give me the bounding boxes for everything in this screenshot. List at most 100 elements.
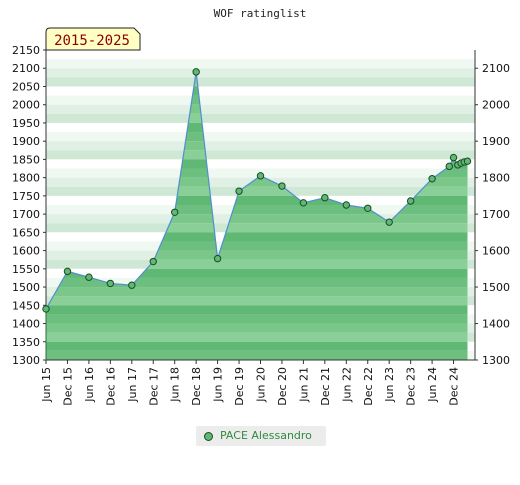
background-band bbox=[46, 95, 475, 105]
data-point bbox=[106, 279, 115, 288]
data-point bbox=[235, 187, 243, 195]
left-tick-label: 1750 bbox=[12, 190, 40, 203]
background-band bbox=[46, 159, 475, 169]
area-band bbox=[46, 296, 468, 306]
area-band bbox=[46, 350, 468, 360]
area-band bbox=[46, 332, 468, 342]
left-tick-label: 1950 bbox=[12, 117, 40, 130]
x-tick-label: Dec 15 bbox=[61, 367, 74, 406]
legend: PACE Alessandro bbox=[196, 426, 326, 446]
left-tick-label: 2050 bbox=[12, 80, 40, 93]
x-tick-label: Dec 19 bbox=[233, 367, 246, 406]
badge-shape bbox=[45, 27, 141, 51]
area-band bbox=[46, 259, 468, 269]
x-axis: Jun 15 Dec 15 Jun 16 Dec 16 Jun 17 Dec 17 Jun … bbox=[40, 359, 475, 406]
x-tick-label: Dec 24 bbox=[448, 367, 461, 406]
x-tick-label: Jun 16 bbox=[83, 367, 96, 403]
data-point bbox=[85, 273, 93, 281]
data-point bbox=[463, 157, 472, 165]
data-point bbox=[342, 201, 350, 209]
chart-title: WOF ratinglist bbox=[214, 7, 307, 20]
data-point bbox=[385, 218, 393, 226]
left-tick-label: 1650 bbox=[12, 226, 40, 239]
legend-label: PACE Alessandro bbox=[220, 429, 312, 442]
data-point bbox=[445, 162, 453, 171]
area-band bbox=[46, 214, 468, 224]
right-tick-label: 1500 bbox=[482, 281, 510, 294]
left-tick-label: 2150 bbox=[12, 44, 40, 57]
right-tick-label: 2000 bbox=[482, 99, 510, 112]
area-band bbox=[46, 177, 468, 187]
area-band bbox=[46, 223, 468, 233]
background-band bbox=[46, 132, 475, 142]
x-tick-label: Jun 22 bbox=[340, 367, 353, 403]
data-point bbox=[192, 68, 200, 76]
legend-marker-icon bbox=[204, 432, 213, 441]
left-tick-label: 2100 bbox=[12, 62, 40, 75]
left-tick-label: 1800 bbox=[12, 172, 40, 185]
area-band bbox=[46, 323, 468, 333]
right-tick-label: 1400 bbox=[482, 318, 510, 331]
data-point bbox=[428, 175, 436, 183]
left-tick-label: 1850 bbox=[12, 153, 40, 166]
badge-label: 2015-2025 bbox=[54, 33, 130, 49]
x-tick-label: Jun 15 bbox=[40, 367, 53, 403]
area-band bbox=[46, 186, 468, 196]
x-tick-label: Dec 17 bbox=[147, 367, 160, 406]
x-tick-label: Jun 17 bbox=[126, 367, 139, 403]
left-tick-label: 1300 bbox=[12, 354, 40, 367]
data-point bbox=[299, 199, 308, 207]
left-tick-label: 1600 bbox=[12, 245, 40, 258]
left-tick-label: 1500 bbox=[12, 281, 40, 294]
left-tick-label: 1700 bbox=[12, 208, 40, 221]
data-point bbox=[364, 204, 372, 212]
data-point bbox=[256, 172, 265, 180]
x-tick-label: Jun 19 bbox=[212, 367, 225, 403]
data-point bbox=[321, 194, 329, 202]
x-tick-label: Dec 18 bbox=[190, 367, 203, 406]
right-tick-label: 1700 bbox=[482, 208, 510, 221]
data-point bbox=[213, 254, 222, 263]
area-band bbox=[46, 277, 468, 288]
area-band bbox=[46, 305, 468, 315]
right-tick-label: 1300 bbox=[482, 354, 510, 367]
x-tick-label: Jun 20 bbox=[255, 367, 268, 403]
background-band bbox=[46, 150, 475, 160]
data-point bbox=[149, 257, 157, 266]
background-band bbox=[46, 141, 475, 151]
background-band bbox=[46, 104, 475, 114]
left-tick-label: 1450 bbox=[12, 299, 40, 312]
left-tick-label: 1400 bbox=[12, 318, 40, 331]
x-tick-label: Jun 21 bbox=[297, 367, 310, 403]
left-tick-label: 1350 bbox=[12, 336, 40, 349]
data-point bbox=[406, 197, 415, 205]
data-point bbox=[42, 305, 50, 313]
background-band bbox=[46, 68, 475, 78]
area-band bbox=[46, 314, 468, 324]
left-tick-label: 1550 bbox=[12, 263, 40, 276]
background-band bbox=[46, 113, 475, 123]
x-tick-label: Dec 23 bbox=[405, 367, 418, 406]
area-band bbox=[46, 195, 468, 205]
data-point bbox=[278, 182, 286, 190]
x-tick-label: Dec 21 bbox=[319, 367, 332, 406]
right-tick-label: 1900 bbox=[482, 135, 510, 148]
x-tick-label: Dec 22 bbox=[362, 367, 375, 406]
background-band bbox=[46, 50, 475, 60]
area-band bbox=[46, 268, 468, 278]
x-tick-label: Jun 18 bbox=[169, 367, 182, 403]
x-tick-label: Jun 24 bbox=[426, 367, 439, 403]
right-tick-label: 1800 bbox=[482, 172, 510, 185]
area-band bbox=[46, 241, 468, 251]
area-band bbox=[46, 250, 468, 260]
left-tick-label: 2000 bbox=[12, 99, 40, 112]
x-tick-label: Dec 20 bbox=[276, 367, 289, 406]
x-tick-label: Dec 16 bbox=[104, 367, 117, 406]
period-badge: 2015-2025 bbox=[45, 27, 141, 51]
data-point bbox=[63, 267, 72, 276]
right-axis: 2100 2000 1900 1800 1700 1600 1500 1400 1300 bbox=[474, 50, 510, 367]
area-band bbox=[46, 205, 468, 215]
data-point bbox=[128, 281, 136, 289]
